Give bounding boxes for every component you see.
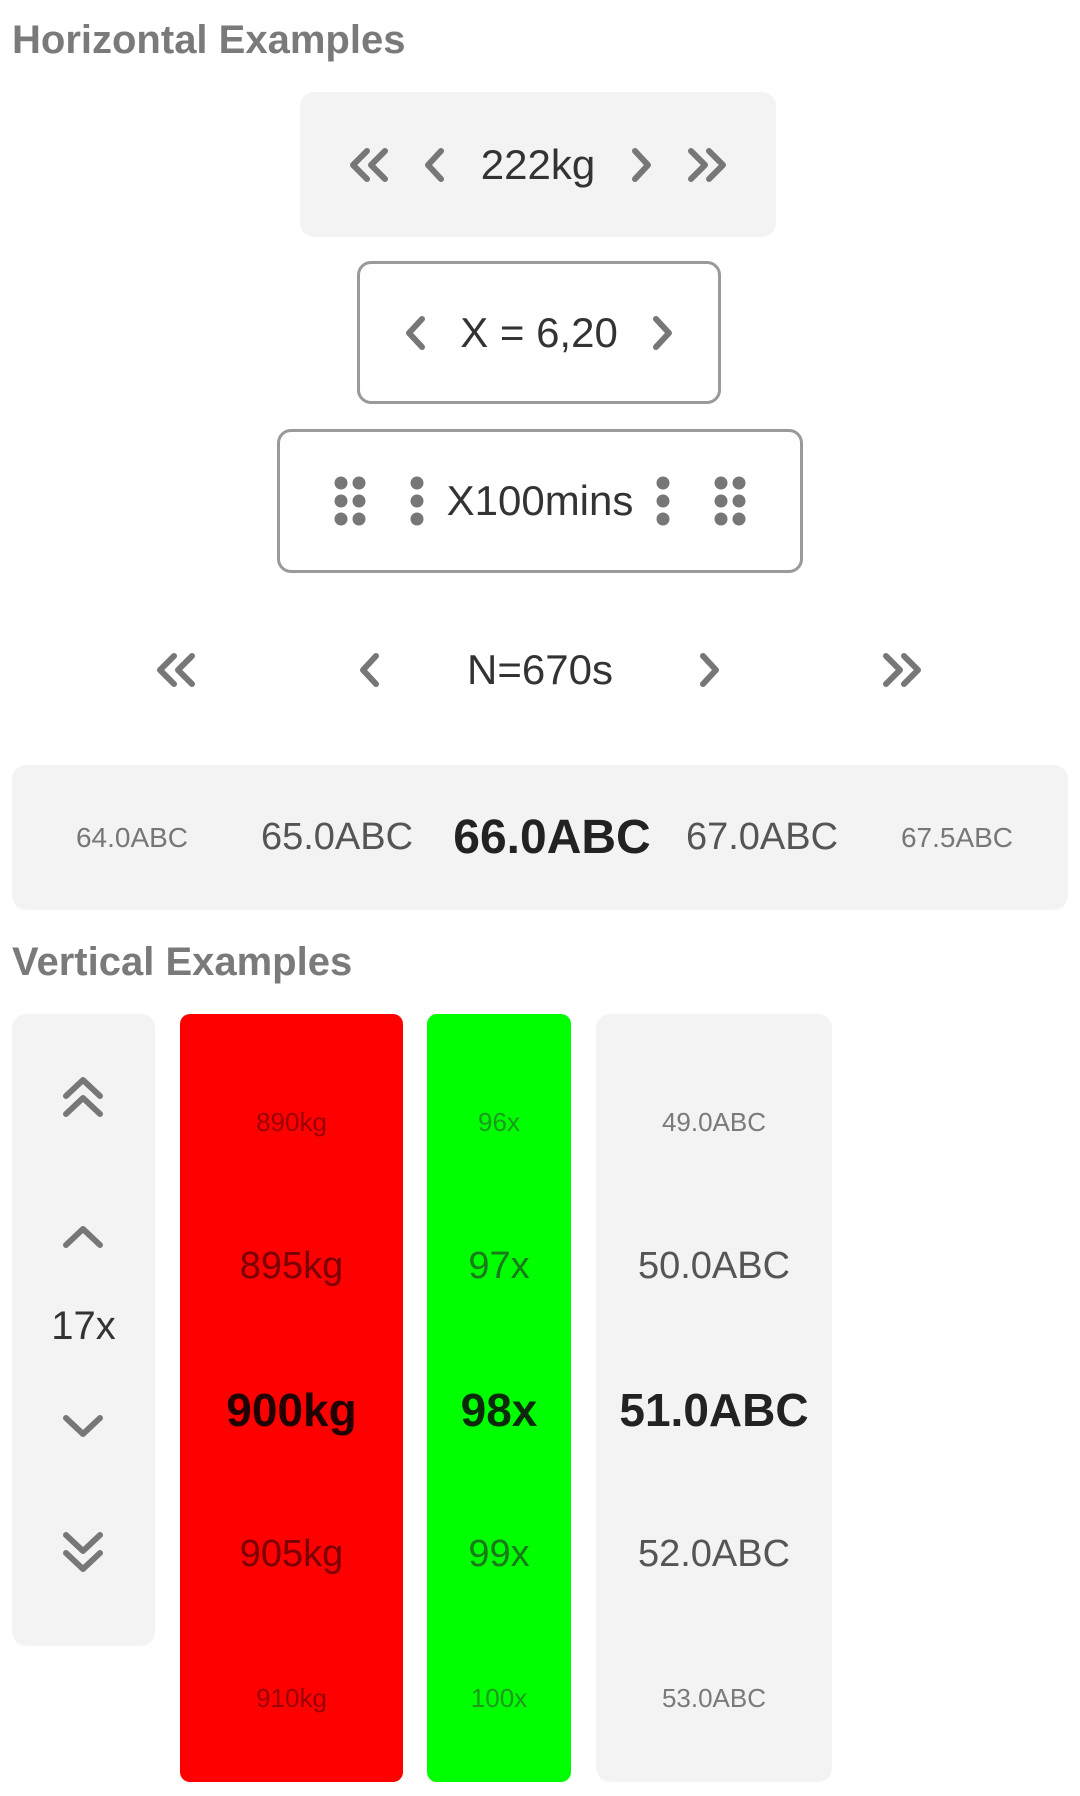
- wheel-item[interactable]: 99x: [468, 1532, 530, 1575]
- wheel-item[interactable]: 65.0ABC: [260, 816, 414, 858]
- weight-picker[interactable]: 222kg: [300, 92, 776, 237]
- wheel-item[interactable]: 895kg: [239, 1244, 344, 1287]
- double-chevron-left-icon[interactable]: [347, 145, 393, 185]
- double-chevron-right-icon[interactable]: [878, 650, 924, 690]
- abc-horizontal-wheel[interactable]: 64.0ABC 65.0ABC 66.0ABC 67.0ABC 67.5ABC: [12, 765, 1068, 910]
- chevron-left-icon[interactable]: [421, 145, 449, 185]
- wheel-item[interactable]: 67.5ABC: [900, 821, 1014, 853]
- double-chevron-up-icon[interactable]: [60, 1074, 106, 1120]
- six-dot-grip-icon[interactable]: [713, 475, 747, 527]
- double-chevron-down-icon[interactable]: [60, 1529, 106, 1575]
- chevron-left-icon[interactable]: [356, 650, 384, 690]
- three-dot-grip-icon[interactable]: [655, 475, 671, 527]
- wheel-item[interactable]: 53.0ABC: [661, 1682, 767, 1713]
- six-dot-grip-icon[interactable]: [333, 475, 367, 527]
- wheel-item[interactable]: 905kg: [239, 1532, 344, 1575]
- vertical-stepper[interactable]: 17x: [12, 1014, 155, 1646]
- wheel-selected-item[interactable]: 66.0ABC: [453, 811, 651, 864]
- chevron-left-icon[interactable]: [402, 313, 430, 353]
- wheel-item[interactable]: 50.0ABC: [637, 1244, 791, 1287]
- wheel-selected-item[interactable]: 900kg: [226, 1384, 357, 1436]
- horizontal-examples-title: Horizontal Examples: [12, 18, 406, 62]
- wheel-item[interactable]: 96x: [478, 1106, 520, 1137]
- chevron-right-icon[interactable]: [695, 650, 723, 690]
- minutes-picker[interactable]: X100mins: [277, 429, 803, 573]
- double-chevron-right-icon[interactable]: [683, 145, 729, 185]
- three-dot-grip-icon[interactable]: [409, 475, 425, 527]
- stepper-value: 17x: [51, 1304, 116, 1348]
- seconds-picker[interactable]: N=670s: [150, 630, 930, 710]
- x-vertical-wheel[interactable]: 96x 97x 98x 99x 100x: [427, 1014, 571, 1782]
- wheel-item[interactable]: 49.0ABC: [661, 1106, 767, 1137]
- minutes-value: X100mins: [446, 477, 634, 524]
- wheel-selected-item[interactable]: 98x: [460, 1384, 538, 1436]
- wheel-item[interactable]: 100x: [470, 1682, 528, 1713]
- wheel-item[interactable]: 67.0ABC: [685, 816, 839, 858]
- wheel-item[interactable]: 97x: [468, 1244, 530, 1287]
- wheel-item[interactable]: 910kg: [256, 1682, 327, 1713]
- seconds-value: N=670s: [467, 646, 613, 693]
- chevron-right-icon[interactable]: [648, 313, 676, 353]
- double-chevron-left-icon[interactable]: [154, 650, 200, 690]
- chevron-right-icon[interactable]: [627, 145, 655, 185]
- x-value: X = 6,20: [460, 308, 618, 356]
- wheel-selected-item[interactable]: 51.0ABC: [619, 1384, 809, 1436]
- chevron-down-icon[interactable]: [60, 1412, 106, 1442]
- vertical-examples-title: Vertical Examples: [12, 940, 353, 984]
- chevron-up-icon[interactable]: [60, 1221, 106, 1251]
- x-value-picker[interactable]: X = 6,20: [357, 261, 721, 404]
- wheel-item[interactable]: 52.0ABC: [637, 1532, 791, 1575]
- wheel-item[interactable]: 890kg: [256, 1106, 327, 1137]
- kg-vertical-wheel[interactable]: 890kg 895kg 900kg 905kg 910kg: [180, 1014, 403, 1782]
- abc-vertical-wheel[interactable]: 49.0ABC 50.0ABC 51.0ABC 52.0ABC 53.0ABC: [596, 1014, 832, 1782]
- wheel-item[interactable]: 64.0ABC: [75, 821, 189, 853]
- weight-value: 222kg: [480, 140, 596, 188]
